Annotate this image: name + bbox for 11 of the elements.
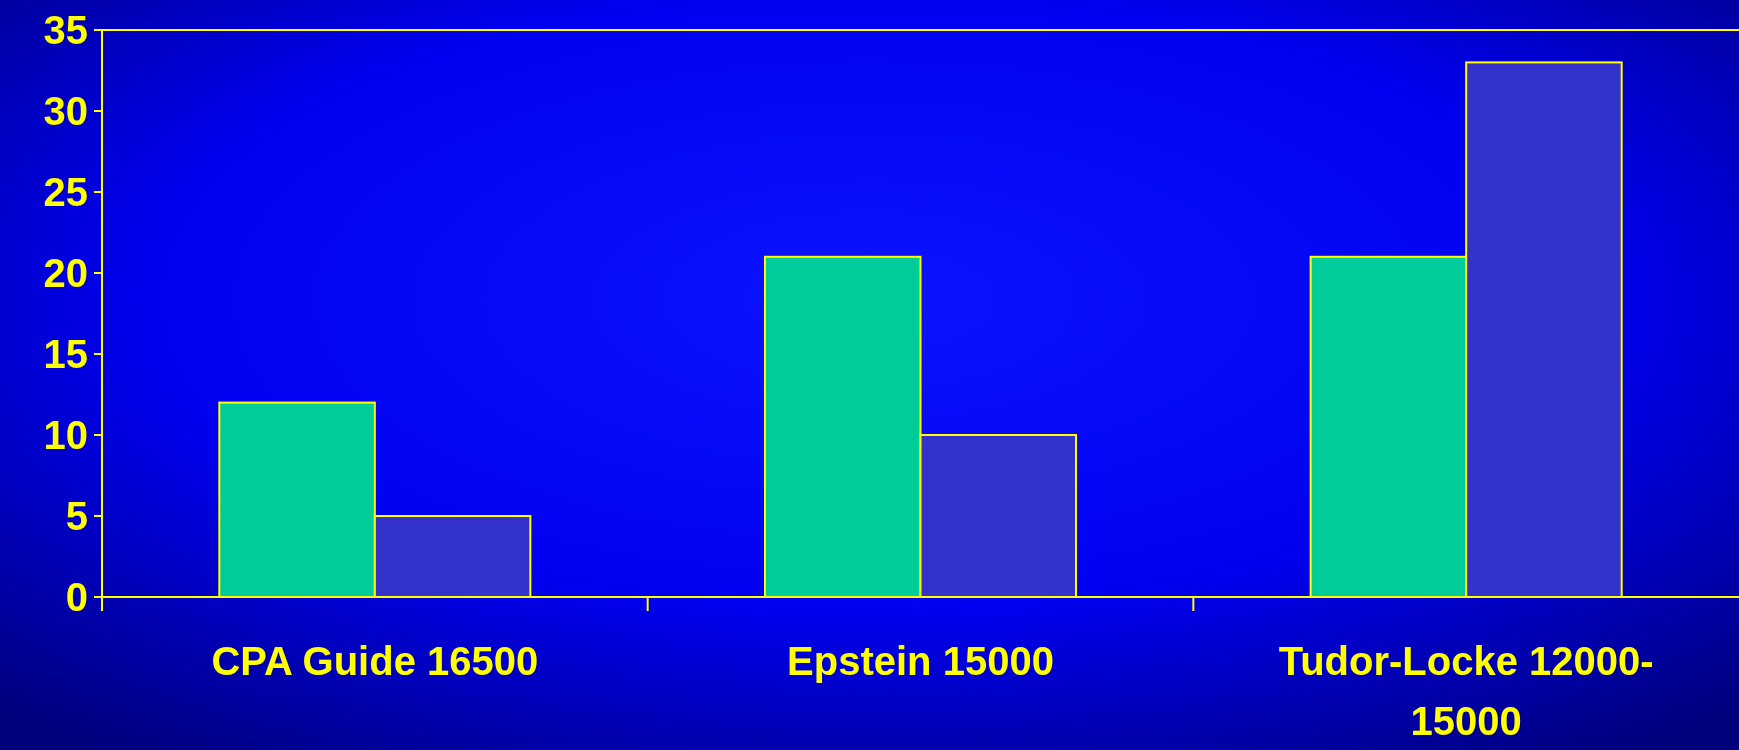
y-tick-label: 10 [43,413,88,457]
y-tick-label: 30 [43,89,88,133]
y-tick-label: 25 [43,170,88,214]
y-tick-label: 0 [65,575,88,619]
y-tick-label: 15 [43,332,88,376]
x-tick-label: Epstein 15000 [787,639,1054,683]
x-tick-label: CPA Guide 16500 [211,639,539,683]
y-tick-label: 20 [43,251,88,295]
y-tick-label: 5 [65,494,88,538]
y-tick-label: 35 [43,8,88,52]
x-tick-label: Tudor-Locke 12000-15000 [1278,639,1654,743]
